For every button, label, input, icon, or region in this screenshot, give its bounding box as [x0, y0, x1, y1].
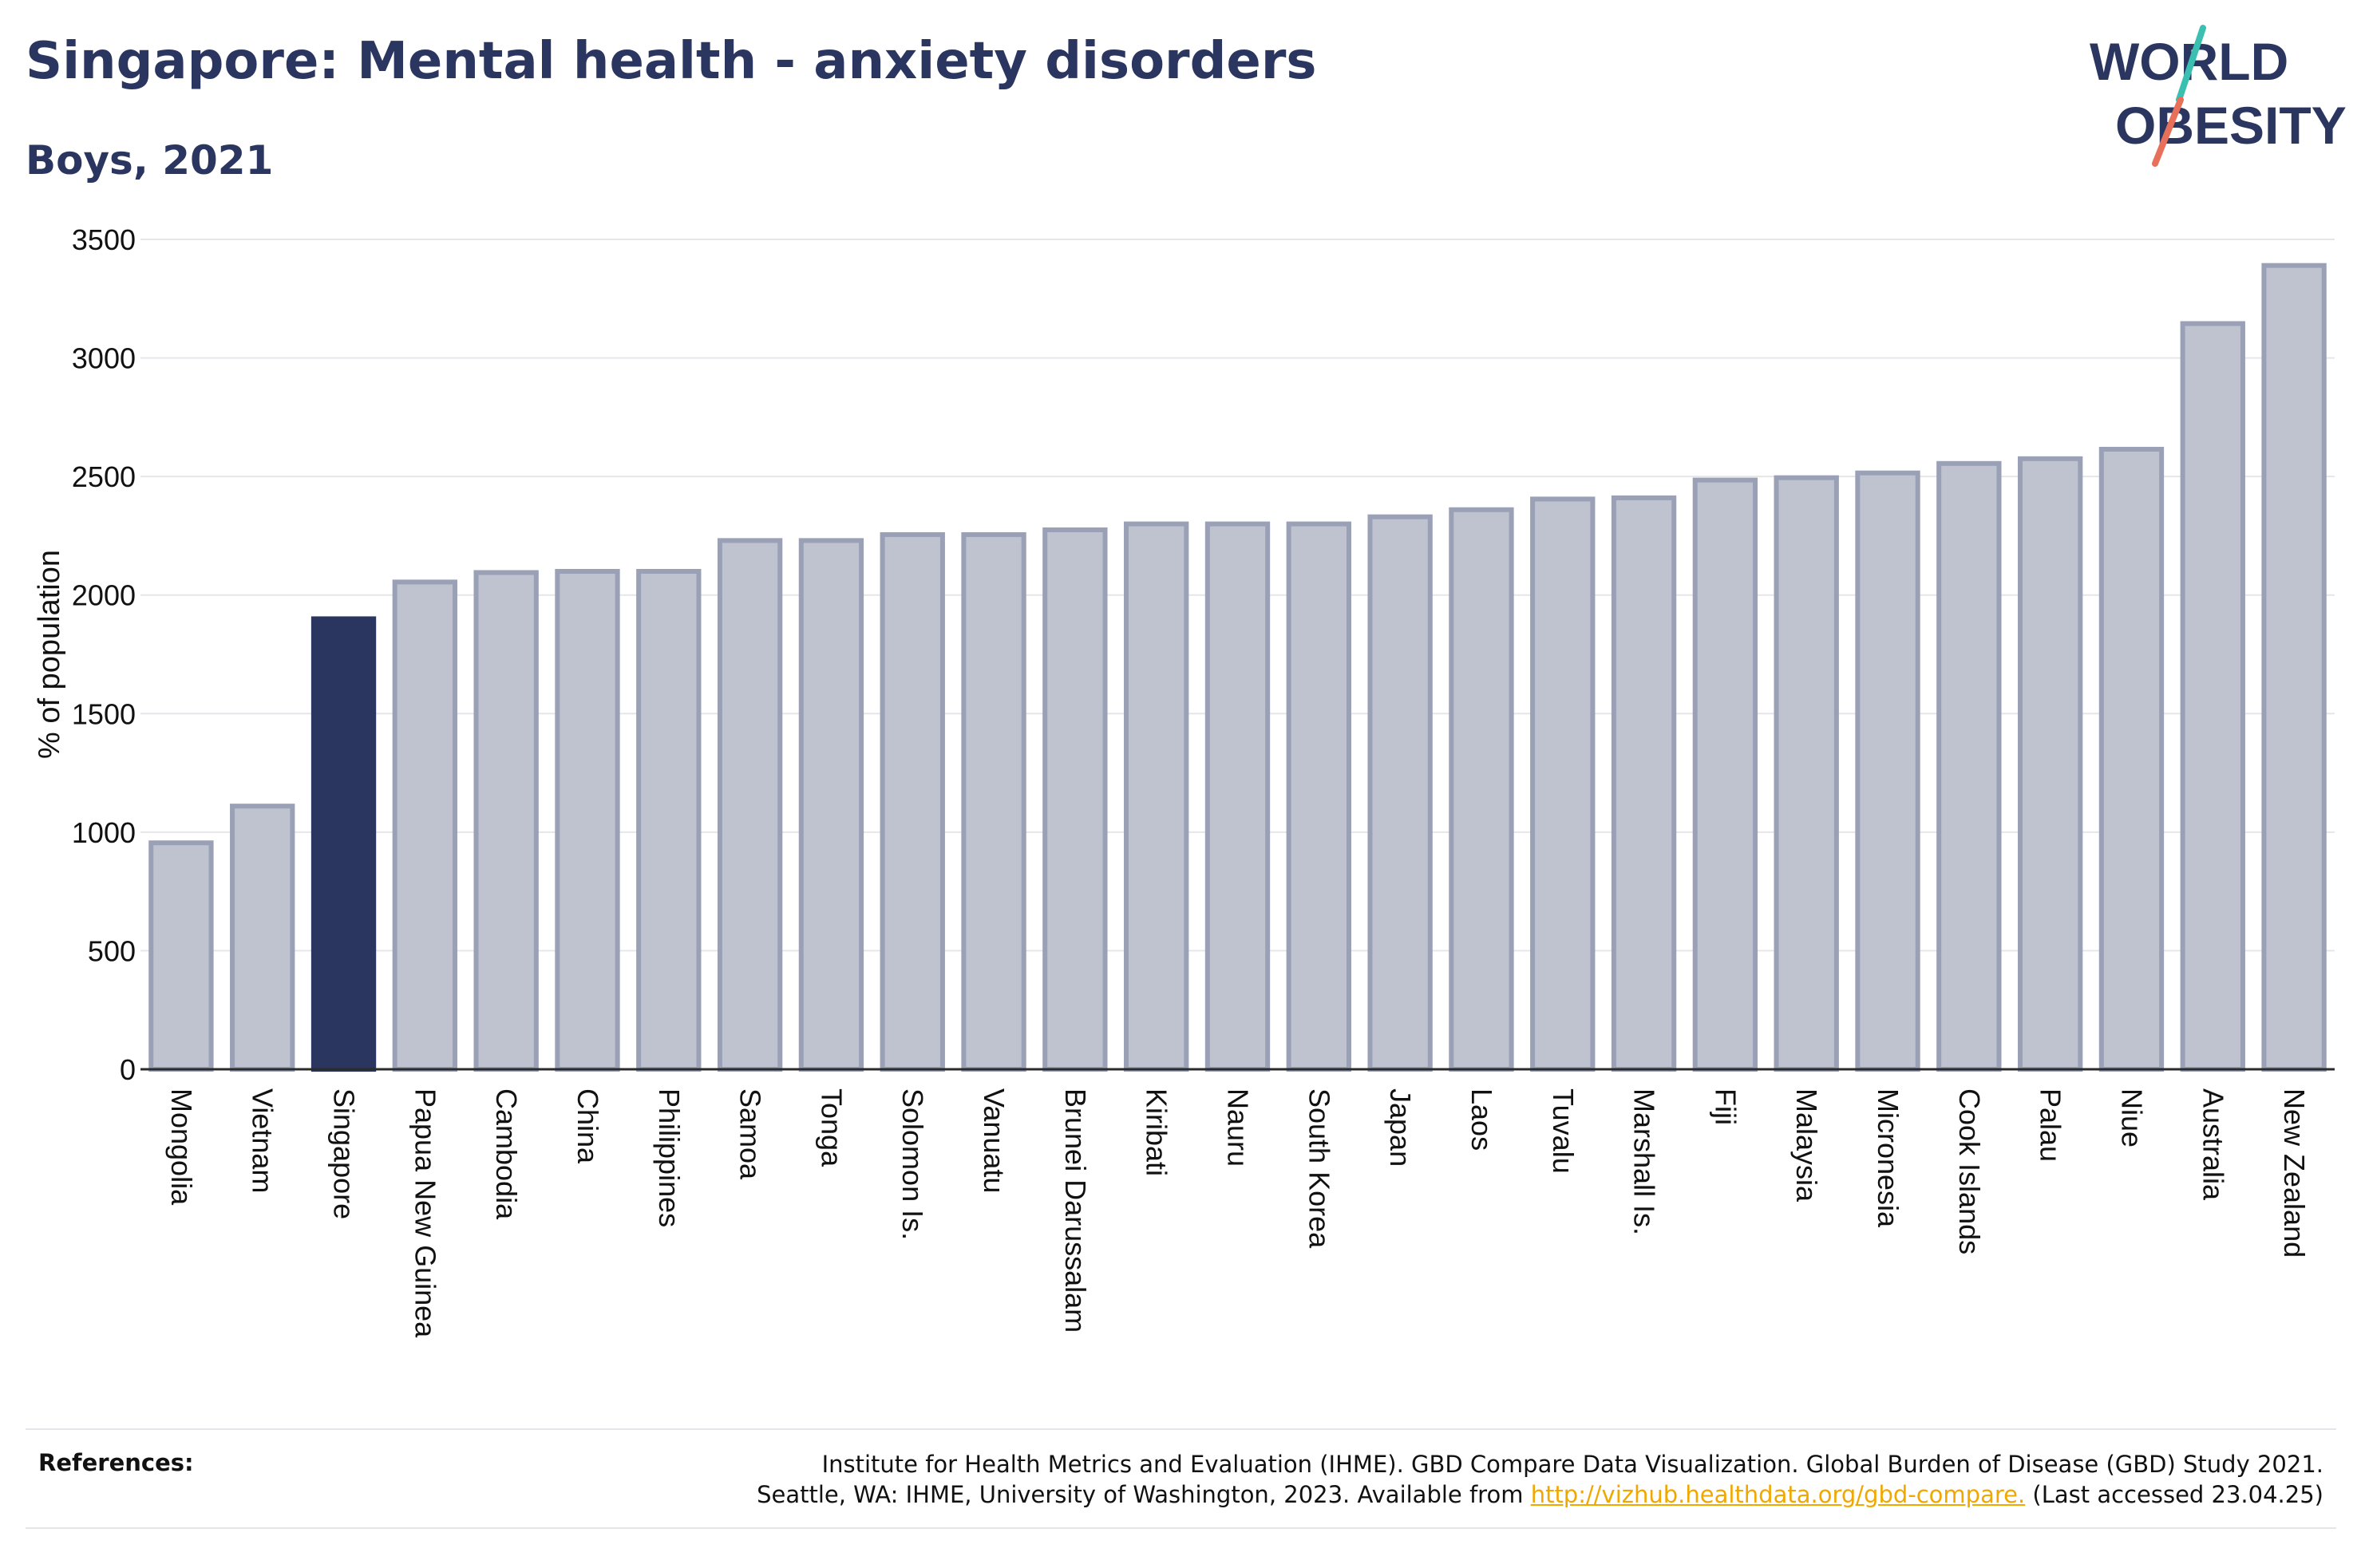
- bar-singapore: [310, 616, 377, 1072]
- x-tick-label: Cambodia: [490, 1088, 523, 1220]
- y-tick-label: 0: [120, 1053, 136, 1086]
- bar-nauru: [1204, 521, 1271, 1072]
- y-tick-label: 1500: [72, 697, 136, 730]
- bar-niue: [2098, 446, 2165, 1072]
- bar-palau: [2017, 456, 2083, 1072]
- bar-samoa: [717, 538, 783, 1072]
- x-tick-label: Palau: [2035, 1088, 2067, 1162]
- chart-subtitle: Boys, 2021: [26, 137, 274, 184]
- bar-philippines: [636, 569, 702, 1072]
- y-tick-label: 2500: [72, 460, 136, 493]
- x-tick-label: Micronesia: [1872, 1088, 1904, 1228]
- bar-mongolia: [148, 840, 214, 1072]
- x-tick-label: Samoa: [734, 1088, 767, 1180]
- references-label: References:: [38, 1449, 194, 1476]
- bar-australia: [2180, 321, 2245, 1072]
- bar-vanuatu: [961, 531, 1026, 1072]
- x-tick-label: Marshall Is.: [1628, 1088, 1661, 1235]
- x-tick-label: Kiribati: [1141, 1088, 1173, 1176]
- logo-slash-teal: [2176, 25, 2206, 103]
- x-tick-label: Tonga: [815, 1088, 848, 1167]
- x-tick-label: China: [571, 1088, 604, 1164]
- references-line-2: Seattle, WA: IHME, University of Washing…: [757, 1479, 2323, 1510]
- bar-micronesia: [1855, 470, 1920, 1072]
- y-tick-label: 500: [88, 934, 136, 967]
- references-box: References: Institute for Health Metrics…: [26, 1428, 2336, 1529]
- x-tick-label: Papua New Guinea: [409, 1088, 441, 1338]
- references-line-1: Institute for Health Metrics and Evaluat…: [821, 1451, 2323, 1478]
- bar-japan: [1367, 514, 1433, 1072]
- y-tick-label: 1000: [72, 816, 136, 849]
- bar-solomon-is: [880, 531, 945, 1072]
- x-tick-label: Cook Islands: [1953, 1088, 1986, 1254]
- x-tick-label: New Zealand: [2278, 1088, 2311, 1258]
- y-tick-label: 2000: [72, 579, 136, 612]
- bar-tuvalu: [1530, 496, 1596, 1072]
- logo-word-obesity: OBESITY: [2115, 96, 2347, 155]
- x-tick-label: Philippines: [653, 1088, 686, 1227]
- bar-china: [555, 569, 620, 1072]
- bar-kiribati: [1124, 521, 1189, 1072]
- x-tick-label: Vietnam: [247, 1088, 279, 1193]
- bar-laos: [1449, 507, 1514, 1072]
- x-tick-label: Laos: [1465, 1088, 1498, 1151]
- references-text: Institute for Health Metrics and Evaluat…: [757, 1449, 2323, 1510]
- bar-marshall-is: [1611, 495, 1677, 1072]
- bars: [148, 263, 2327, 1072]
- x-tick-label: Vanuatu: [978, 1088, 1010, 1193]
- bar-chart: 0 500 1000 1500 2000 2500 3000 3500 Mongolia Vie…: [33, 223, 2335, 1338]
- x-axis-labels: Mongolia Vietnam Singapore Papua New Guinea…: [165, 1088, 2311, 1338]
- x-tick-label: Mongolia: [165, 1088, 198, 1206]
- y-tick-label: 3000: [72, 342, 136, 375]
- x-tick-label: Niue: [2115, 1088, 2148, 1147]
- references-link[interactable]: http://vizhub.healthdata.org/gbd-compare…: [1530, 1481, 2026, 1508]
- world-obesity-logo: WORLD OBESITY: [2090, 25, 2347, 167]
- x-tick-label: Nauru: [1222, 1088, 1255, 1167]
- references-line-2-suffix: (Last accessed 23.04.25): [2025, 1481, 2323, 1508]
- x-tick-label: Brunei Darussalam: [1059, 1088, 1092, 1333]
- x-tick-label: Singapore: [328, 1088, 361, 1219]
- y-axis-ticks: 0 500 1000 1500 2000 2500 3000 3500: [72, 223, 136, 1086]
- bar-brunei-darussalam: [1042, 527, 1108, 1072]
- x-tick-label: Malaysia: [1790, 1088, 1823, 1203]
- x-tick-label: Solomon Is.: [896, 1088, 929, 1240]
- x-tick-label: Japan: [1384, 1088, 1417, 1167]
- x-tick-label: Fiji: [1709, 1088, 1742, 1125]
- bar-vietnam: [230, 804, 295, 1072]
- bar-malaysia: [1774, 475, 1839, 1072]
- y-axis-title: % of population: [33, 550, 66, 759]
- bar-cambodia: [473, 570, 539, 1072]
- x-tick-label: Tuvalu: [1547, 1088, 1580, 1174]
- bar-fiji: [1692, 477, 1758, 1072]
- bar-cook-islands: [1936, 460, 2002, 1072]
- x-tick-label: Australia: [2197, 1088, 2229, 1201]
- references-line-2-prefix: Seattle, WA: IHME, University of Washing…: [757, 1481, 1531, 1508]
- bar-new-zealand: [2261, 263, 2327, 1072]
- y-tick-label: 3500: [72, 223, 136, 256]
- bar-tonga: [798, 538, 864, 1072]
- bar-south-korea: [1286, 521, 1351, 1072]
- x-tick-label: South Korea: [1303, 1088, 1335, 1249]
- bar-papua-new-guinea: [392, 579, 458, 1072]
- chart-title: Singapore: Mental health - anxiety disor…: [26, 32, 1317, 91]
- logo-slash-coral: [2152, 97, 2184, 167]
